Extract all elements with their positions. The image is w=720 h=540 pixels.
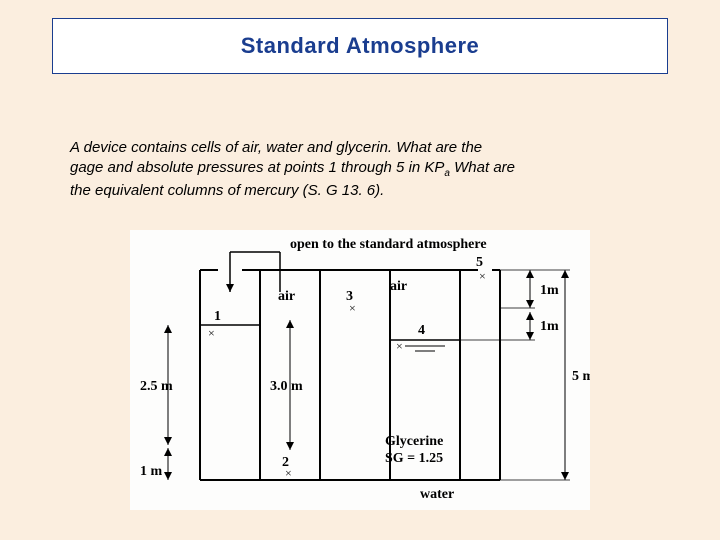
dim-25: 2.5 m [140, 379, 173, 394]
dim-30: 3.0 m [270, 379, 303, 394]
title-box: Standard Atmosphere [52, 18, 668, 74]
problem-line1: A device contains cells of air, water an… [70, 139, 482, 156]
svg-text:×: × [396, 339, 403, 353]
air-label-1: air [278, 289, 295, 304]
svg-text:×: × [208, 326, 215, 340]
dim-1a: 1 m [140, 464, 163, 479]
dim-5: 5 m [572, 369, 590, 384]
page-title: Standard Atmosphere [241, 33, 480, 59]
top-label: open to the standard atmosphere [290, 237, 487, 252]
glycerine-label: Glycerine [385, 434, 443, 449]
diagram-svg: open to the standard atmosphere 1 × [130, 230, 590, 510]
water-label: water [420, 487, 454, 502]
dim-1c: 1m [540, 319, 559, 334]
problem-line2a: gage and absolute pressures at points 1 … [70, 159, 444, 176]
svg-text:×: × [285, 466, 292, 480]
point-5: 5 [476, 255, 483, 270]
svg-text:×: × [349, 301, 356, 315]
sg-label: SG = 1.25 [385, 451, 443, 466]
dim-1b: 1m [540, 283, 559, 298]
svg-text:×: × [479, 269, 486, 283]
problem-line3: the equivalent columns of mercury (S. G … [70, 182, 384, 199]
air-label-2: air [390, 279, 407, 294]
point-1: 1 [214, 309, 221, 324]
point-4: 4 [418, 323, 425, 338]
diagram: open to the standard atmosphere 1 × [130, 230, 590, 510]
problem-line2b: What are [450, 159, 515, 176]
problem-statement: A device contains cells of air, water an… [70, 138, 650, 201]
